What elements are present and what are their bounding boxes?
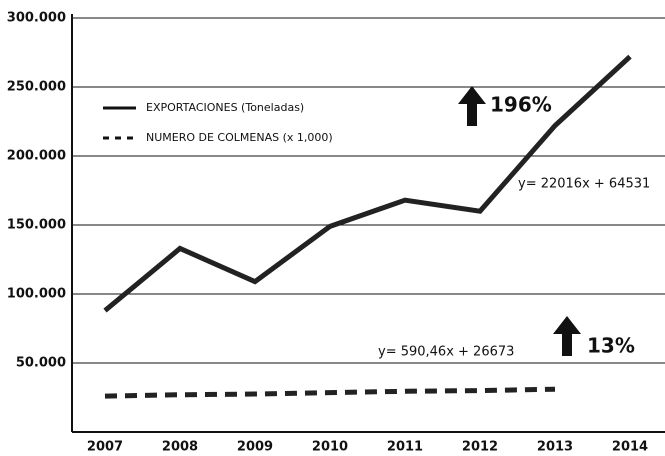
y-tick-label: 250.000 bbox=[7, 80, 66, 95]
series-dashed-line bbox=[104, 386, 556, 399]
up-arrow bbox=[458, 86, 486, 126]
x-tick-label: 2010 bbox=[312, 440, 348, 455]
annotation: 196% bbox=[490, 93, 552, 117]
y-tick-label: 200.000 bbox=[7, 149, 66, 164]
x-tick-label: 2009 bbox=[237, 440, 273, 455]
annotation: y= 22016x + 64531 bbox=[518, 177, 650, 192]
x-tick-label: 2012 bbox=[462, 440, 498, 455]
annotation: y= 590,46x + 26673 bbox=[378, 345, 514, 360]
legend-label: NUMERO DE COLMENAS (x 1,000) bbox=[146, 131, 333, 144]
x-tick-label: 2008 bbox=[162, 440, 198, 455]
up-arrow bbox=[553, 316, 581, 356]
series-line bbox=[103, 54, 632, 313]
y-tick-label: 150.000 bbox=[7, 218, 66, 233]
x-tick-label: 2013 bbox=[537, 440, 573, 455]
y-tick-label: 50.000 bbox=[16, 356, 66, 371]
y-tick-label: 100.000 bbox=[7, 287, 66, 302]
x-tick-label: 2014 bbox=[612, 440, 648, 455]
legend-label: EXPORTACIONES (Toneladas) bbox=[146, 101, 304, 114]
annotation: 13% bbox=[587, 334, 635, 358]
x-tick-label: 2007 bbox=[87, 440, 123, 455]
y-tick-label: 300.000 bbox=[7, 11, 66, 26]
x-tick-label: 2011 bbox=[387, 440, 423, 455]
